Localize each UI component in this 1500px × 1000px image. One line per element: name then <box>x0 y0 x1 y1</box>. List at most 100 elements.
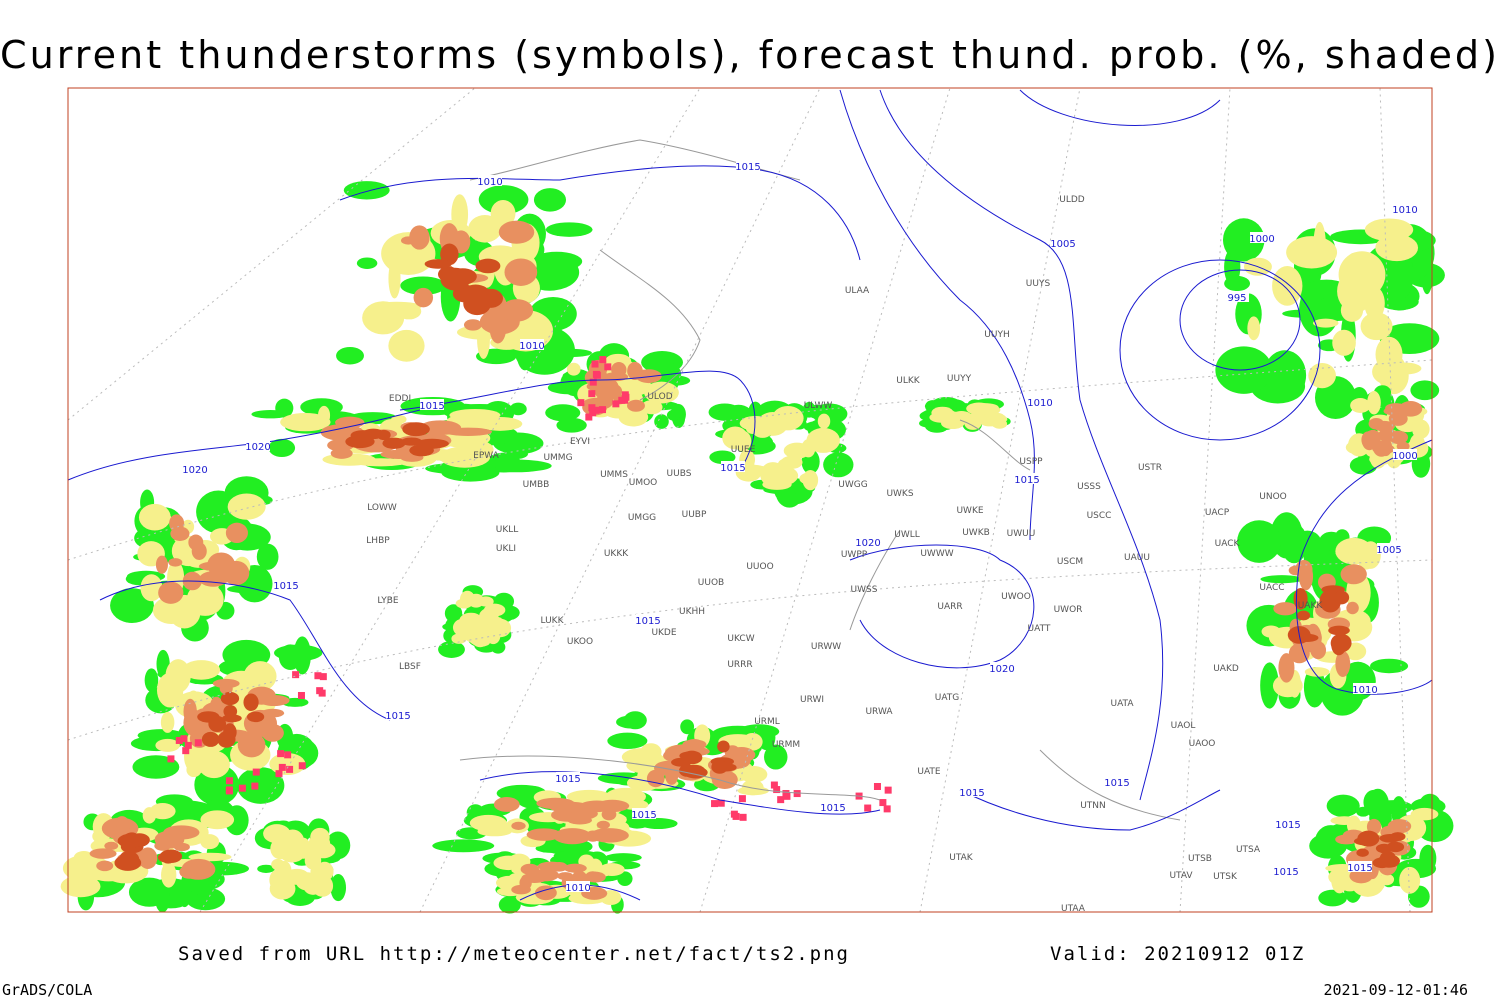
shade-patch <box>717 740 730 753</box>
storm-symbol <box>225 786 233 794</box>
station-label: UNOO <box>1259 492 1287 502</box>
station-label: UAKK <box>1298 601 1324 611</box>
shade-patch <box>350 430 377 441</box>
shade-patch <box>1331 635 1347 656</box>
shade-patch <box>160 711 175 733</box>
shade-patch <box>159 849 183 863</box>
shade-patch <box>490 199 516 227</box>
storm-symbol <box>180 735 188 743</box>
shade-patch <box>478 185 529 215</box>
station-label: UWOR <box>1054 605 1083 615</box>
isobar-label-bg <box>1393 449 1417 460</box>
station-label: UTNN <box>1080 801 1106 811</box>
shade-patch <box>487 616 505 630</box>
station-label: UKCW <box>727 634 754 644</box>
shade-patch <box>604 853 642 862</box>
station-label: UARR <box>937 602 962 612</box>
shade-patch <box>243 661 277 692</box>
shade-patch <box>1370 658 1409 674</box>
shade-patch <box>396 303 422 320</box>
storm-symbol <box>175 736 183 744</box>
shade-patch <box>173 842 190 852</box>
station-label: USCM <box>1057 557 1083 567</box>
shade-patch <box>556 417 587 433</box>
shade-patch <box>207 552 236 578</box>
shade-patch <box>199 571 228 587</box>
shade-patch <box>1315 825 1347 857</box>
storm-symbol <box>314 672 322 680</box>
isobar-label-bg <box>721 461 745 472</box>
shade-patch <box>1288 643 1310 664</box>
shade-patch <box>1328 868 1356 886</box>
station-label: UKKK <box>604 549 629 559</box>
station-label: ULWW <box>804 401 833 411</box>
shade-patch <box>493 855 524 871</box>
shade-patch <box>225 522 248 543</box>
storm-symbol <box>773 786 781 794</box>
shade-patch <box>1399 400 1423 417</box>
isobar-label-bg <box>183 463 207 474</box>
isobar-label: 1005 <box>1376 545 1401 556</box>
station-label: UAKD <box>1213 664 1239 674</box>
isobar-label-bg <box>1393 203 1417 214</box>
shade-patch <box>336 347 364 365</box>
shade-patch <box>310 827 330 847</box>
shade-patch <box>1224 248 1241 286</box>
station-label: UATE <box>917 767 941 777</box>
shade-patch <box>762 479 792 490</box>
isobar-label-bg <box>1377 543 1401 554</box>
shade-patch <box>1382 248 1414 302</box>
station-label: UWPP <box>841 550 868 560</box>
isobar-label: 1020 <box>245 442 270 453</box>
storm-symbol <box>298 762 306 770</box>
shade-patch <box>817 413 831 429</box>
storm-symbol <box>592 370 600 378</box>
station-label: UTSA <box>1236 845 1261 855</box>
shade-patch <box>585 871 606 883</box>
isobar-label: 1015 <box>820 803 845 814</box>
station-label: UTAV <box>1169 871 1193 881</box>
isobar-label: 1015 <box>385 711 410 722</box>
storm-symbol <box>599 356 607 364</box>
shade-patch <box>257 864 275 873</box>
isobar-label-bg <box>1028 396 1052 407</box>
station-label: UACP <box>1205 508 1230 518</box>
station-label: EYVI <box>570 437 590 447</box>
storm-symbol <box>585 413 593 421</box>
shade-patch <box>991 418 1008 429</box>
station-label: UACC <box>1259 583 1284 593</box>
shade-patch <box>709 450 736 464</box>
shade-patch <box>526 828 562 841</box>
storm-symbol <box>783 792 791 800</box>
shade-patch <box>149 803 176 820</box>
isobar-label-bg <box>856 536 880 547</box>
isobar-label-bg <box>566 881 590 892</box>
shade-patch <box>588 858 603 876</box>
station-label: UAUU <box>1124 553 1150 563</box>
storm-symbol <box>184 741 192 749</box>
shade-patch <box>680 719 695 735</box>
shade-patch <box>531 868 560 882</box>
station-label: ULKK <box>896 376 921 386</box>
station-label: UAOO <box>1189 739 1216 749</box>
shade-patch <box>711 760 728 774</box>
shade-patch <box>1328 625 1350 636</box>
shade-patch <box>419 420 462 436</box>
shade-patch <box>536 797 575 810</box>
storm-symbol <box>252 768 260 776</box>
isobar-label: 1000 <box>1392 451 1417 462</box>
valid-time: Valid: 20210912 01Z <box>1050 943 1305 965</box>
shade-patch <box>1326 794 1360 818</box>
station-label: UUBS <box>667 469 692 479</box>
shade-patch <box>595 799 630 813</box>
shade-patch <box>191 542 207 561</box>
storm-symbol <box>225 777 233 785</box>
isobar-label: 1010 <box>1392 205 1417 216</box>
shade-patch <box>261 708 285 718</box>
shade-patch <box>115 816 129 830</box>
shade-patch <box>181 858 216 880</box>
shade-patch <box>152 596 191 625</box>
shade-patch <box>626 758 662 774</box>
shade-patch <box>1338 251 1386 299</box>
shade-patch <box>764 744 788 770</box>
